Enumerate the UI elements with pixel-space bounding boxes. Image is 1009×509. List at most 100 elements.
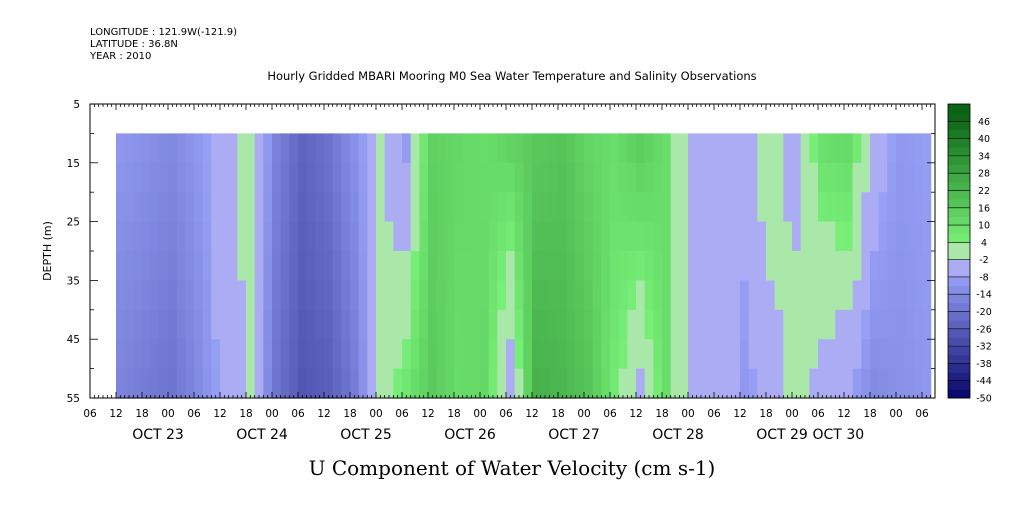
heatmap-cell bbox=[792, 192, 802, 223]
heatmap-cell bbox=[211, 221, 221, 252]
heatmap-cell bbox=[471, 368, 481, 399]
heatmap-cell bbox=[696, 309, 706, 340]
heatmap-cell bbox=[506, 309, 516, 340]
heatmap-cell bbox=[202, 339, 212, 370]
heatmap-cell bbox=[419, 162, 429, 193]
heatmap-cell bbox=[428, 339, 438, 370]
heatmap-cell bbox=[818, 280, 828, 311]
heatmap-cell bbox=[627, 192, 637, 223]
heatmap-cell bbox=[757, 221, 767, 252]
heatmap-cell bbox=[289, 368, 299, 399]
heatmap-cell bbox=[809, 162, 819, 193]
heatmap-cell bbox=[636, 339, 646, 370]
heatmap-cell bbox=[350, 339, 360, 370]
heatmap-cell bbox=[332, 368, 342, 399]
heatmap-cell bbox=[176, 309, 186, 340]
heatmap-cell bbox=[818, 162, 828, 193]
heatmap-cell bbox=[454, 251, 464, 281]
colorbar-swatch bbox=[948, 233, 970, 243]
heatmap-cell bbox=[601, 339, 611, 370]
heatmap-cell bbox=[246, 339, 256, 370]
heatmap-cell bbox=[436, 368, 446, 399]
x-tick-label: 18 bbox=[655, 408, 668, 420]
heatmap-cell bbox=[644, 133, 654, 164]
x-tick-label: 18 bbox=[863, 408, 876, 420]
heatmap-cell bbox=[870, 133, 880, 164]
colorbar-tick-label: -32 bbox=[976, 342, 992, 353]
heatmap-cell bbox=[800, 251, 810, 281]
heatmap-cell bbox=[610, 368, 620, 399]
heatmap-cell bbox=[272, 309, 282, 340]
heatmap-cell bbox=[610, 192, 620, 223]
heatmap-cell bbox=[168, 162, 178, 193]
heatmap-cell bbox=[185, 251, 195, 281]
heatmap-cell bbox=[211, 133, 221, 164]
heatmap-cell bbox=[133, 221, 143, 252]
x-tick-label: 06 bbox=[915, 408, 929, 420]
heatmap-cell bbox=[272, 251, 282, 281]
colorbar-tick-label: -50 bbox=[976, 394, 992, 405]
heatmap-cell bbox=[393, 280, 403, 311]
heatmap-cell bbox=[618, 251, 628, 281]
heatmap-cell bbox=[757, 162, 767, 193]
heatmap-cell bbox=[913, 133, 923, 164]
heatmap-cell bbox=[168, 192, 178, 223]
colorbar-swatch bbox=[948, 155, 970, 165]
heatmap-cell bbox=[627, 368, 637, 399]
heatmap-cell bbox=[376, 280, 386, 311]
heatmap-cell bbox=[740, 309, 750, 340]
heatmap-cell bbox=[220, 251, 230, 281]
heatmap-cell bbox=[497, 221, 507, 252]
heatmap-cell bbox=[922, 309, 932, 340]
heatmap-cell bbox=[133, 162, 143, 193]
heatmap-cell bbox=[740, 280, 750, 311]
heatmap-cell bbox=[800, 162, 810, 193]
heatmap-cell bbox=[445, 280, 455, 311]
heatmap-cell bbox=[540, 309, 550, 340]
x-day-label: OCT 28 bbox=[652, 427, 704, 443]
heatmap-cell bbox=[471, 309, 481, 340]
heatmap-cell bbox=[194, 280, 204, 311]
heatmap-cell bbox=[748, 221, 758, 252]
heatmap-cell bbox=[488, 162, 498, 193]
heatmap-cell bbox=[272, 280, 282, 311]
heatmap-cell bbox=[800, 309, 810, 340]
heatmap-cell bbox=[194, 251, 204, 281]
heatmap-cell bbox=[896, 368, 906, 399]
heatmap-cell bbox=[254, 162, 264, 193]
heatmap-cell bbox=[497, 192, 507, 223]
heatmap-cell bbox=[332, 339, 342, 370]
heatmap-cell bbox=[878, 251, 888, 281]
heatmap-cell bbox=[757, 368, 767, 399]
heatmap-cell bbox=[202, 309, 212, 340]
heatmap-cell bbox=[436, 251, 446, 281]
heatmap-cell bbox=[124, 280, 134, 311]
heatmap-cell bbox=[731, 309, 741, 340]
heatmap-cell bbox=[454, 280, 464, 311]
heatmap-cell bbox=[870, 162, 880, 193]
year-label: YEAR : 2010 bbox=[89, 51, 151, 62]
heatmap-cell bbox=[514, 309, 524, 340]
heatmap-cell bbox=[159, 162, 169, 193]
heatmap-cell bbox=[341, 339, 351, 370]
heatmap-cell bbox=[194, 309, 204, 340]
heatmap-cell bbox=[402, 133, 412, 164]
heatmap-cell bbox=[618, 339, 628, 370]
colorbar: 46 40 34 28 22 16 10 4 -2 -8 -14 -20 -26 -32 -38 -44 -50 bbox=[947, 103, 992, 405]
heatmap-cell bbox=[428, 368, 438, 399]
heatmap-cell bbox=[679, 368, 689, 399]
heatmap-cell bbox=[263, 133, 273, 164]
heatmap-cell bbox=[488, 339, 498, 370]
heatmap-cell bbox=[124, 192, 134, 223]
heatmap-cell bbox=[922, 368, 932, 399]
heatmap-cell bbox=[237, 162, 247, 193]
heatmap-cell bbox=[696, 251, 706, 281]
heatmap-cell bbox=[644, 221, 654, 252]
heatmap-cell bbox=[826, 162, 836, 193]
heatmap-cell bbox=[584, 309, 594, 340]
heatmap-cell bbox=[610, 133, 620, 164]
heatmap-cell bbox=[740, 221, 750, 252]
heatmap-cell bbox=[402, 280, 412, 311]
heatmap-cell bbox=[384, 339, 394, 370]
heatmap-cell bbox=[653, 339, 663, 370]
